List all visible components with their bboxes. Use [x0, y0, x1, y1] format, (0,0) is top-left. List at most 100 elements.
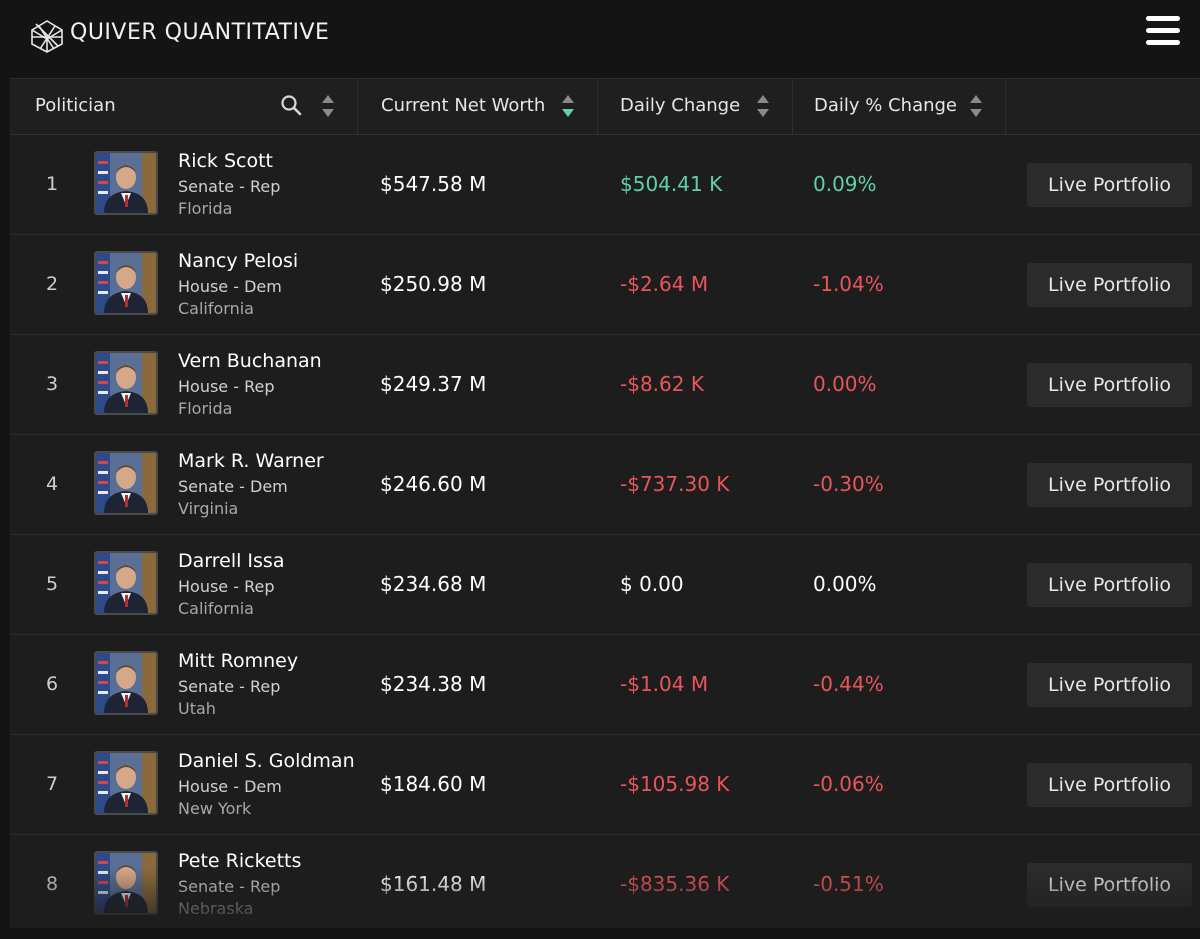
politician-portrait[interactable]: [94, 851, 158, 915]
politician-name[interactable]: Nancy Pelosi: [178, 250, 299, 272]
politician-name[interactable]: Mitt Romney: [178, 650, 299, 672]
politician-chamber-party: Senate - Dem: [178, 477, 288, 496]
politician-chamber-party: House - Dem: [178, 777, 282, 796]
politician-chamber-party: Senate - Rep: [178, 877, 281, 896]
politician-chamber-party: Senate - Rep: [178, 177, 281, 196]
net-worth-value: $246.60 M: [380, 472, 487, 496]
net-worth-value: $234.38 M: [380, 672, 487, 696]
net-worth-value: $184.60 M: [380, 772, 487, 796]
rank-number: 2: [45, 273, 59, 295]
politician-portrait[interactable]: [94, 151, 158, 215]
politician-state: Florida: [178, 399, 233, 418]
table-row[interactable]: 7 Daniel S. Goldman House - Dem New York…: [10, 735, 1200, 835]
politician-name[interactable]: Vern Buchanan: [178, 350, 322, 372]
politician-portrait[interactable]: [94, 551, 158, 615]
net-worth-value: $249.37 M: [380, 372, 487, 396]
table-row[interactable]: 1 Rick Scott Senate - Rep Florida $547.5…: [10, 135, 1200, 235]
column-label-politician: Politician: [35, 95, 116, 116]
live-portfolio-button[interactable]: Live Portfolio: [1027, 763, 1192, 807]
politician-portrait[interactable]: [94, 651, 158, 715]
daily-pct-change-value: -0.44%: [813, 672, 884, 696]
rank-number: 7: [45, 773, 59, 795]
net-worth-value: $547.58 M: [380, 172, 487, 196]
cube-lattice-logo[interactable]: [28, 16, 66, 54]
daily-pct-change-value: 0.00%: [813, 372, 877, 396]
daily-change-value: -$105.98 K: [620, 772, 730, 796]
live-portfolio-button[interactable]: Live Portfolio: [1027, 263, 1192, 307]
table-row[interactable]: 2 Nancy Pelosi House - Dem California $2…: [10, 235, 1200, 335]
sort-descending-icon[interactable]: [561, 93, 575, 119]
table-row[interactable]: 3 Vern Buchanan House - Rep Florida $249…: [10, 335, 1200, 435]
top-navigation-bar: QUIVER QUANTITATIVE: [0, 0, 1200, 78]
politician-name[interactable]: Pete Ricketts: [178, 850, 302, 872]
table-row[interactable]: 8 Pete Ricketts Senate - Rep Nebraska $1…: [10, 835, 1200, 928]
daily-change-value: $504.41 K: [620, 172, 723, 196]
table-body: 1 Rick Scott Senate - Rep Florida $547.5…: [10, 135, 1200, 928]
hamburger-menu-icon[interactable]: [1146, 16, 1182, 46]
daily-pct-change-value: -0.51%: [813, 872, 884, 896]
politician-state: California: [178, 299, 254, 318]
live-portfolio-button[interactable]: Live Portfolio: [1027, 163, 1192, 207]
politician-portrait[interactable]: [94, 251, 158, 315]
table-row[interactable]: 5 Darrell Issa House - Rep California $2…: [10, 535, 1200, 635]
daily-pct-change-value: -0.06%: [813, 772, 884, 796]
daily-pct-change-value: -1.04%: [813, 272, 884, 296]
sort-icon[interactable]: [969, 93, 983, 119]
daily-change-value: -$835.36 K: [620, 872, 730, 896]
politician-portrait[interactable]: [94, 451, 158, 515]
sort-icon[interactable]: [321, 93, 335, 119]
politician-state: Florida: [178, 199, 233, 218]
live-portfolio-button[interactable]: Live Portfolio: [1027, 563, 1192, 607]
sort-icon[interactable]: [756, 93, 770, 119]
column-label-net-worth: Current Net Worth: [381, 95, 546, 116]
daily-change-value: $ 0.00: [620, 572, 684, 596]
politician-state: Nebraska: [178, 899, 254, 918]
politician-portrait[interactable]: [94, 751, 158, 815]
politician-state: California: [178, 599, 254, 618]
rank-number: 3: [45, 373, 59, 395]
politician-state: Virginia: [178, 499, 239, 518]
live-portfolio-button[interactable]: Live Portfolio: [1027, 363, 1192, 407]
live-portfolio-button[interactable]: Live Portfolio: [1027, 463, 1192, 507]
daily-pct-change-value: 0.09%: [813, 172, 877, 196]
net-worth-value: $161.48 M: [380, 872, 487, 896]
table-row[interactable]: 4 Mark R. Warner Senate - Dem Virginia $…: [10, 435, 1200, 535]
rank-number: 6: [45, 673, 59, 695]
politician-name[interactable]: Rick Scott: [178, 150, 273, 172]
politician-chamber-party: House - Rep: [178, 577, 275, 596]
politician-name[interactable]: Darrell Issa: [178, 550, 285, 572]
rank-number: 4: [45, 473, 59, 495]
table-header-row: Politician Current Net Worth Daily Chang…: [10, 78, 1200, 135]
politician-name[interactable]: Mark R. Warner: [178, 450, 324, 472]
live-portfolio-button[interactable]: Live Portfolio: [1027, 863, 1192, 907]
column-label-daily-pct-change: Daily % Change: [814, 95, 958, 116]
rank-number: 8: [45, 873, 59, 895]
brand-name: QUIVER QUANTITATIVE: [70, 20, 330, 45]
rank-number: 1: [45, 173, 59, 195]
politician-state: New York: [178, 799, 252, 818]
live-portfolio-button[interactable]: Live Portfolio: [1027, 663, 1192, 707]
politician-name[interactable]: Daniel S. Goldman: [178, 750, 355, 772]
daily-change-value: -$1.04 M: [620, 672, 709, 696]
politician-net-worth-table: Politician Current Net Worth Daily Chang…: [10, 78, 1200, 928]
column-header-actions: [1006, 79, 1200, 135]
daily-change-value: -$2.64 M: [620, 272, 709, 296]
politician-chamber-party: House - Rep: [178, 377, 275, 396]
daily-pct-change-value: -0.30%: [813, 472, 884, 496]
net-worth-value: $250.98 M: [380, 272, 487, 296]
column-header-net-worth: Current Net Worth: [358, 79, 598, 135]
politician-chamber-party: House - Dem: [178, 277, 282, 296]
daily-change-value: -$737.30 K: [620, 472, 730, 496]
net-worth-value: $234.68 M: [380, 572, 487, 596]
table-row[interactable]: 6 Mitt Romney Senate - Rep Utah $234.38 …: [10, 635, 1200, 735]
politician-portrait[interactable]: [94, 351, 158, 415]
daily-pct-change-value: 0.00%: [813, 572, 877, 596]
search-icon[interactable]: [280, 94, 302, 116]
daily-change-value: -$8.62 K: [620, 372, 704, 396]
column-header-daily-pct-change: Daily % Change: [793, 79, 1006, 135]
politician-state: Utah: [178, 699, 216, 718]
rank-number: 5: [45, 573, 59, 595]
column-header-daily-change: Daily Change: [598, 79, 793, 135]
column-label-daily-change: Daily Change: [620, 95, 741, 116]
column-header-politician: Politician: [10, 79, 358, 135]
